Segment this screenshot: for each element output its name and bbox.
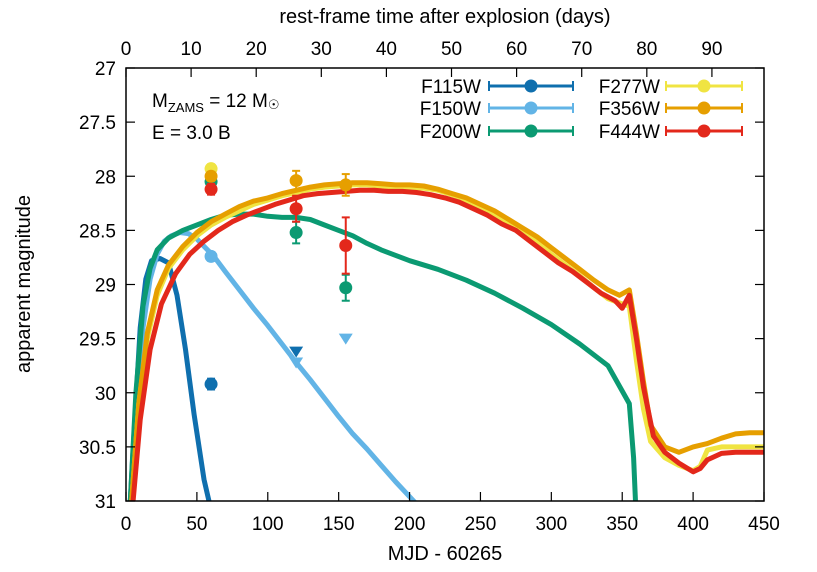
- x-tick-label: 50: [186, 514, 207, 535]
- y-tick-label: 30: [95, 384, 116, 405]
- annotation-mass-value: = 12 M: [204, 91, 268, 112]
- axis-tick-labels: 0 50 100 150 200 250 300 350 400 450 0 10 20 30 40 50 60…: [79, 39, 780, 535]
- x-tick-label: 100: [252, 514, 284, 535]
- model-curve-f150w: [127, 230, 418, 501]
- top-x-tick-label: 70: [571, 39, 592, 60]
- annotation-energy: E = 3.0 B: [152, 123, 231, 144]
- legend-marker: [697, 124, 711, 138]
- x-tick-label: 300: [535, 514, 567, 535]
- top-x-tick-label: 60: [506, 39, 527, 60]
- model-curve-f444w: [130, 187, 764, 501]
- model-curve-f277w: [129, 182, 764, 501]
- upper-limit-f150w: [338, 333, 353, 345]
- y-tick-label: 28.5: [79, 221, 116, 242]
- top-x-tick-label: 20: [246, 39, 267, 60]
- legend-label: F115W: [421, 77, 481, 98]
- top-axis-label: rest-frame time after explosion (days): [279, 6, 610, 28]
- top-x-tick-label: 90: [701, 39, 722, 60]
- top-x-tick-label: 40: [376, 39, 397, 60]
- top-x-tick-label: 0: [121, 39, 132, 60]
- legend-label: F150W: [420, 99, 481, 120]
- x-tick-label: 200: [394, 514, 426, 535]
- top-x-tick-label: 30: [311, 39, 332, 60]
- model-annotation: MZAMS = 12 M☉ E = 3.0 B: [152, 91, 280, 144]
- legend-label: F356W: [599, 99, 660, 120]
- legend-entry-f356w: F356W: [599, 99, 743, 120]
- annotation-mass-subscript: ZAMS: [168, 100, 204, 115]
- annotation-mass-prefix: M: [152, 91, 168, 112]
- legend-marker: [697, 79, 711, 93]
- data-markers: [204, 162, 353, 391]
- annotation-mass: MZAMS = 12 M☉: [152, 91, 280, 115]
- legend-marker: [697, 101, 711, 115]
- legend-label: F200W: [420, 122, 481, 143]
- y-axis-label: apparent magnitude: [13, 195, 35, 373]
- data-point-f356w: [339, 173, 353, 197]
- legend-entry-f200w: F200W: [420, 122, 574, 143]
- x-tick-label: 400: [677, 514, 709, 535]
- data-point-f150w: [204, 249, 218, 263]
- x-tick-label: 150: [323, 514, 355, 535]
- x-tick-label: 250: [465, 514, 497, 535]
- data-point-f200w: [289, 220, 303, 245]
- legend-label: F277W: [599, 77, 660, 98]
- legend-entry-f150w: F150W: [420, 99, 574, 120]
- model-curve-f200w: [127, 211, 638, 501]
- y-tick-label: 29.5: [79, 330, 116, 351]
- x-tick-label: 450: [748, 514, 780, 535]
- legend-entry-f277w: F277W: [599, 77, 743, 98]
- y-tick-label: 27.5: [79, 113, 116, 134]
- y-tick-label: 28: [95, 167, 116, 188]
- model-curves: [127, 180, 764, 501]
- upper-limit-f150w: [289, 357, 304, 369]
- model-curve-f356w: [129, 180, 764, 501]
- axis-ticks: [125, 67, 765, 502]
- top-x-tick-label: 80: [636, 39, 657, 60]
- x-tick-label: 0: [121, 514, 132, 535]
- data-point-f356w: [204, 169, 218, 183]
- data-point-f444w: [289, 194, 303, 223]
- legend-entry-f115w: F115W: [421, 77, 574, 98]
- legend-marker: [524, 101, 538, 115]
- data-point-f200w: [339, 273, 353, 302]
- legend-marker: [524, 79, 538, 93]
- upper-limit-f115w: [289, 346, 304, 358]
- data-point-f444w: [339, 216, 353, 275]
- y-tick-label: 31: [95, 492, 116, 513]
- data-point-f115w: [204, 377, 218, 391]
- legend-label: F444W: [599, 122, 660, 143]
- y-tick-label: 29: [95, 276, 116, 297]
- y-tick-label: 27: [95, 59, 116, 80]
- legend-marker: [524, 124, 538, 138]
- bottom-axis-label: MJD - 60265: [388, 543, 503, 565]
- y-tick-label: 30.5: [79, 438, 116, 459]
- x-tick-label: 350: [606, 514, 638, 535]
- top-x-tick-label: 50: [441, 39, 462, 60]
- data-point-f356w: [289, 169, 303, 192]
- legend-entry-f444w: F444W: [599, 122, 743, 143]
- data-point-f444w: [204, 182, 218, 196]
- top-x-tick-label: 10: [181, 39, 202, 60]
- sun-symbol-icon: ☉: [268, 97, 280, 112]
